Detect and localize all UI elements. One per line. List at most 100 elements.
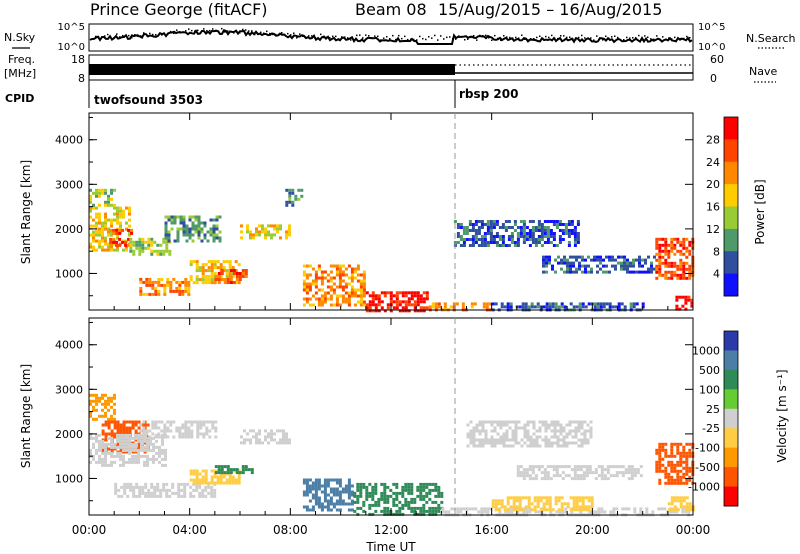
- power-cell: [519, 220, 523, 223]
- velocity-cell: [508, 426, 512, 430]
- power-cell: [329, 279, 333, 283]
- power-cell: [237, 281, 241, 285]
- velocity-cell: [326, 505, 330, 509]
- velocity-cell: [282, 438, 285, 442]
- power-cell: [141, 246, 145, 250]
- nsearch-point: [485, 34, 487, 37]
- power-cell: [176, 236, 180, 240]
- velocity-cell: [110, 439, 113, 443]
- power-cell: [407, 303, 411, 307]
- velocity-cell: [531, 465, 535, 469]
- velocity-cell: [217, 465, 221, 469]
- velocity-cell: [139, 423, 143, 427]
- velocity-cell: [252, 429, 255, 433]
- power-cell: [543, 232, 547, 235]
- velocity-cell: [407, 485, 411, 489]
- power-cell: [641, 270, 644, 274]
- power-cell: [201, 263, 205, 267]
- power-cell: [116, 218, 119, 222]
- power-cell: [474, 241, 478, 244]
- velocity-cell: [122, 439, 125, 443]
- velocity-cell: [410, 491, 414, 495]
- velocity-cell: [89, 433, 92, 437]
- power-cell: [184, 280, 188, 284]
- velocity-cell: [119, 426, 123, 430]
- power-cell: [525, 232, 529, 235]
- velocity-cell: [419, 497, 423, 501]
- power-cell: [210, 269, 214, 273]
- power-cell: [641, 264, 644, 268]
- nsearch-point: [668, 37, 670, 39]
- velocity-cell: [107, 408, 110, 412]
- velocity-cell: [89, 436, 92, 440]
- velocity-cell: [462, 507, 466, 511]
- power-cell: [302, 270, 306, 274]
- power-cell: [107, 233, 110, 237]
- power-cell: [213, 266, 217, 270]
- power-cell: [308, 282, 312, 286]
- velocity-cell: [621, 471, 625, 475]
- power-cell: [498, 238, 502, 241]
- velocity-cell: [685, 463, 689, 467]
- power-cell: [101, 224, 104, 228]
- velocity-cell: [128, 448, 131, 452]
- velocity-cell: [514, 432, 518, 436]
- power-cell: [270, 233, 273, 237]
- velocity-cell: [95, 399, 98, 403]
- velocity-cell: [428, 512, 432, 516]
- power-cell: [380, 306, 384, 310]
- power-cell: [213, 260, 217, 264]
- velocity-cell: [664, 454, 668, 458]
- power-cell: [564, 232, 568, 235]
- velocity-cell: [119, 442, 122, 446]
- power-cell: [661, 273, 665, 277]
- velocity-cell: [258, 432, 261, 436]
- power-cell: [504, 244, 508, 247]
- power-cell: [537, 223, 541, 226]
- velocity-cell: [486, 507, 490, 511]
- power-cell: [602, 270, 605, 274]
- power-cell: [160, 277, 164, 281]
- velocity-cell: [196, 420, 200, 424]
- velocity-cell: [645, 507, 649, 511]
- power-cell: [356, 279, 360, 283]
- power-cell: [679, 249, 683, 253]
- velocity-cell: [566, 505, 570, 509]
- velocity-cell: [134, 433, 137, 437]
- velocity-cell: [110, 432, 114, 436]
- velocity-cell: [231, 481, 235, 485]
- power-cell: [188, 227, 192, 231]
- velocity-cell: [490, 423, 494, 427]
- power-cell: [191, 215, 195, 219]
- power-cell: [413, 291, 417, 295]
- power-cell: [184, 286, 188, 290]
- velocity-cell: [335, 490, 339, 494]
- power-cell: [195, 269, 199, 273]
- velocity-cell: [487, 441, 491, 445]
- power-cell: [690, 298, 694, 302]
- power-cell: [561, 232, 565, 235]
- power-cell: [477, 244, 481, 247]
- power-cell: [404, 294, 408, 298]
- velocity-cell: [134, 420, 138, 424]
- velocity-cell: [383, 491, 387, 495]
- velocity-cell: [341, 487, 345, 491]
- power-cell: [452, 305, 456, 309]
- velocity-cell: [163, 435, 167, 439]
- power-cell: [486, 226, 490, 229]
- velocity-cell: [544, 441, 548, 445]
- velocity-cell: [308, 490, 312, 494]
- power-cell: [569, 255, 572, 259]
- velocity-cell: [142, 429, 146, 433]
- velocity-cell: [664, 469, 668, 473]
- power-cell: [145, 292, 149, 296]
- power-cell: [401, 294, 405, 298]
- velocity-cell: [621, 507, 625, 511]
- power-cell: [178, 289, 182, 293]
- velocity-cell: [125, 436, 128, 440]
- power-cell: [267, 230, 270, 234]
- power-cell: [368, 309, 372, 313]
- velocity-cell: [314, 484, 318, 488]
- power-cell: [209, 233, 213, 237]
- velocity-cell: [383, 494, 387, 498]
